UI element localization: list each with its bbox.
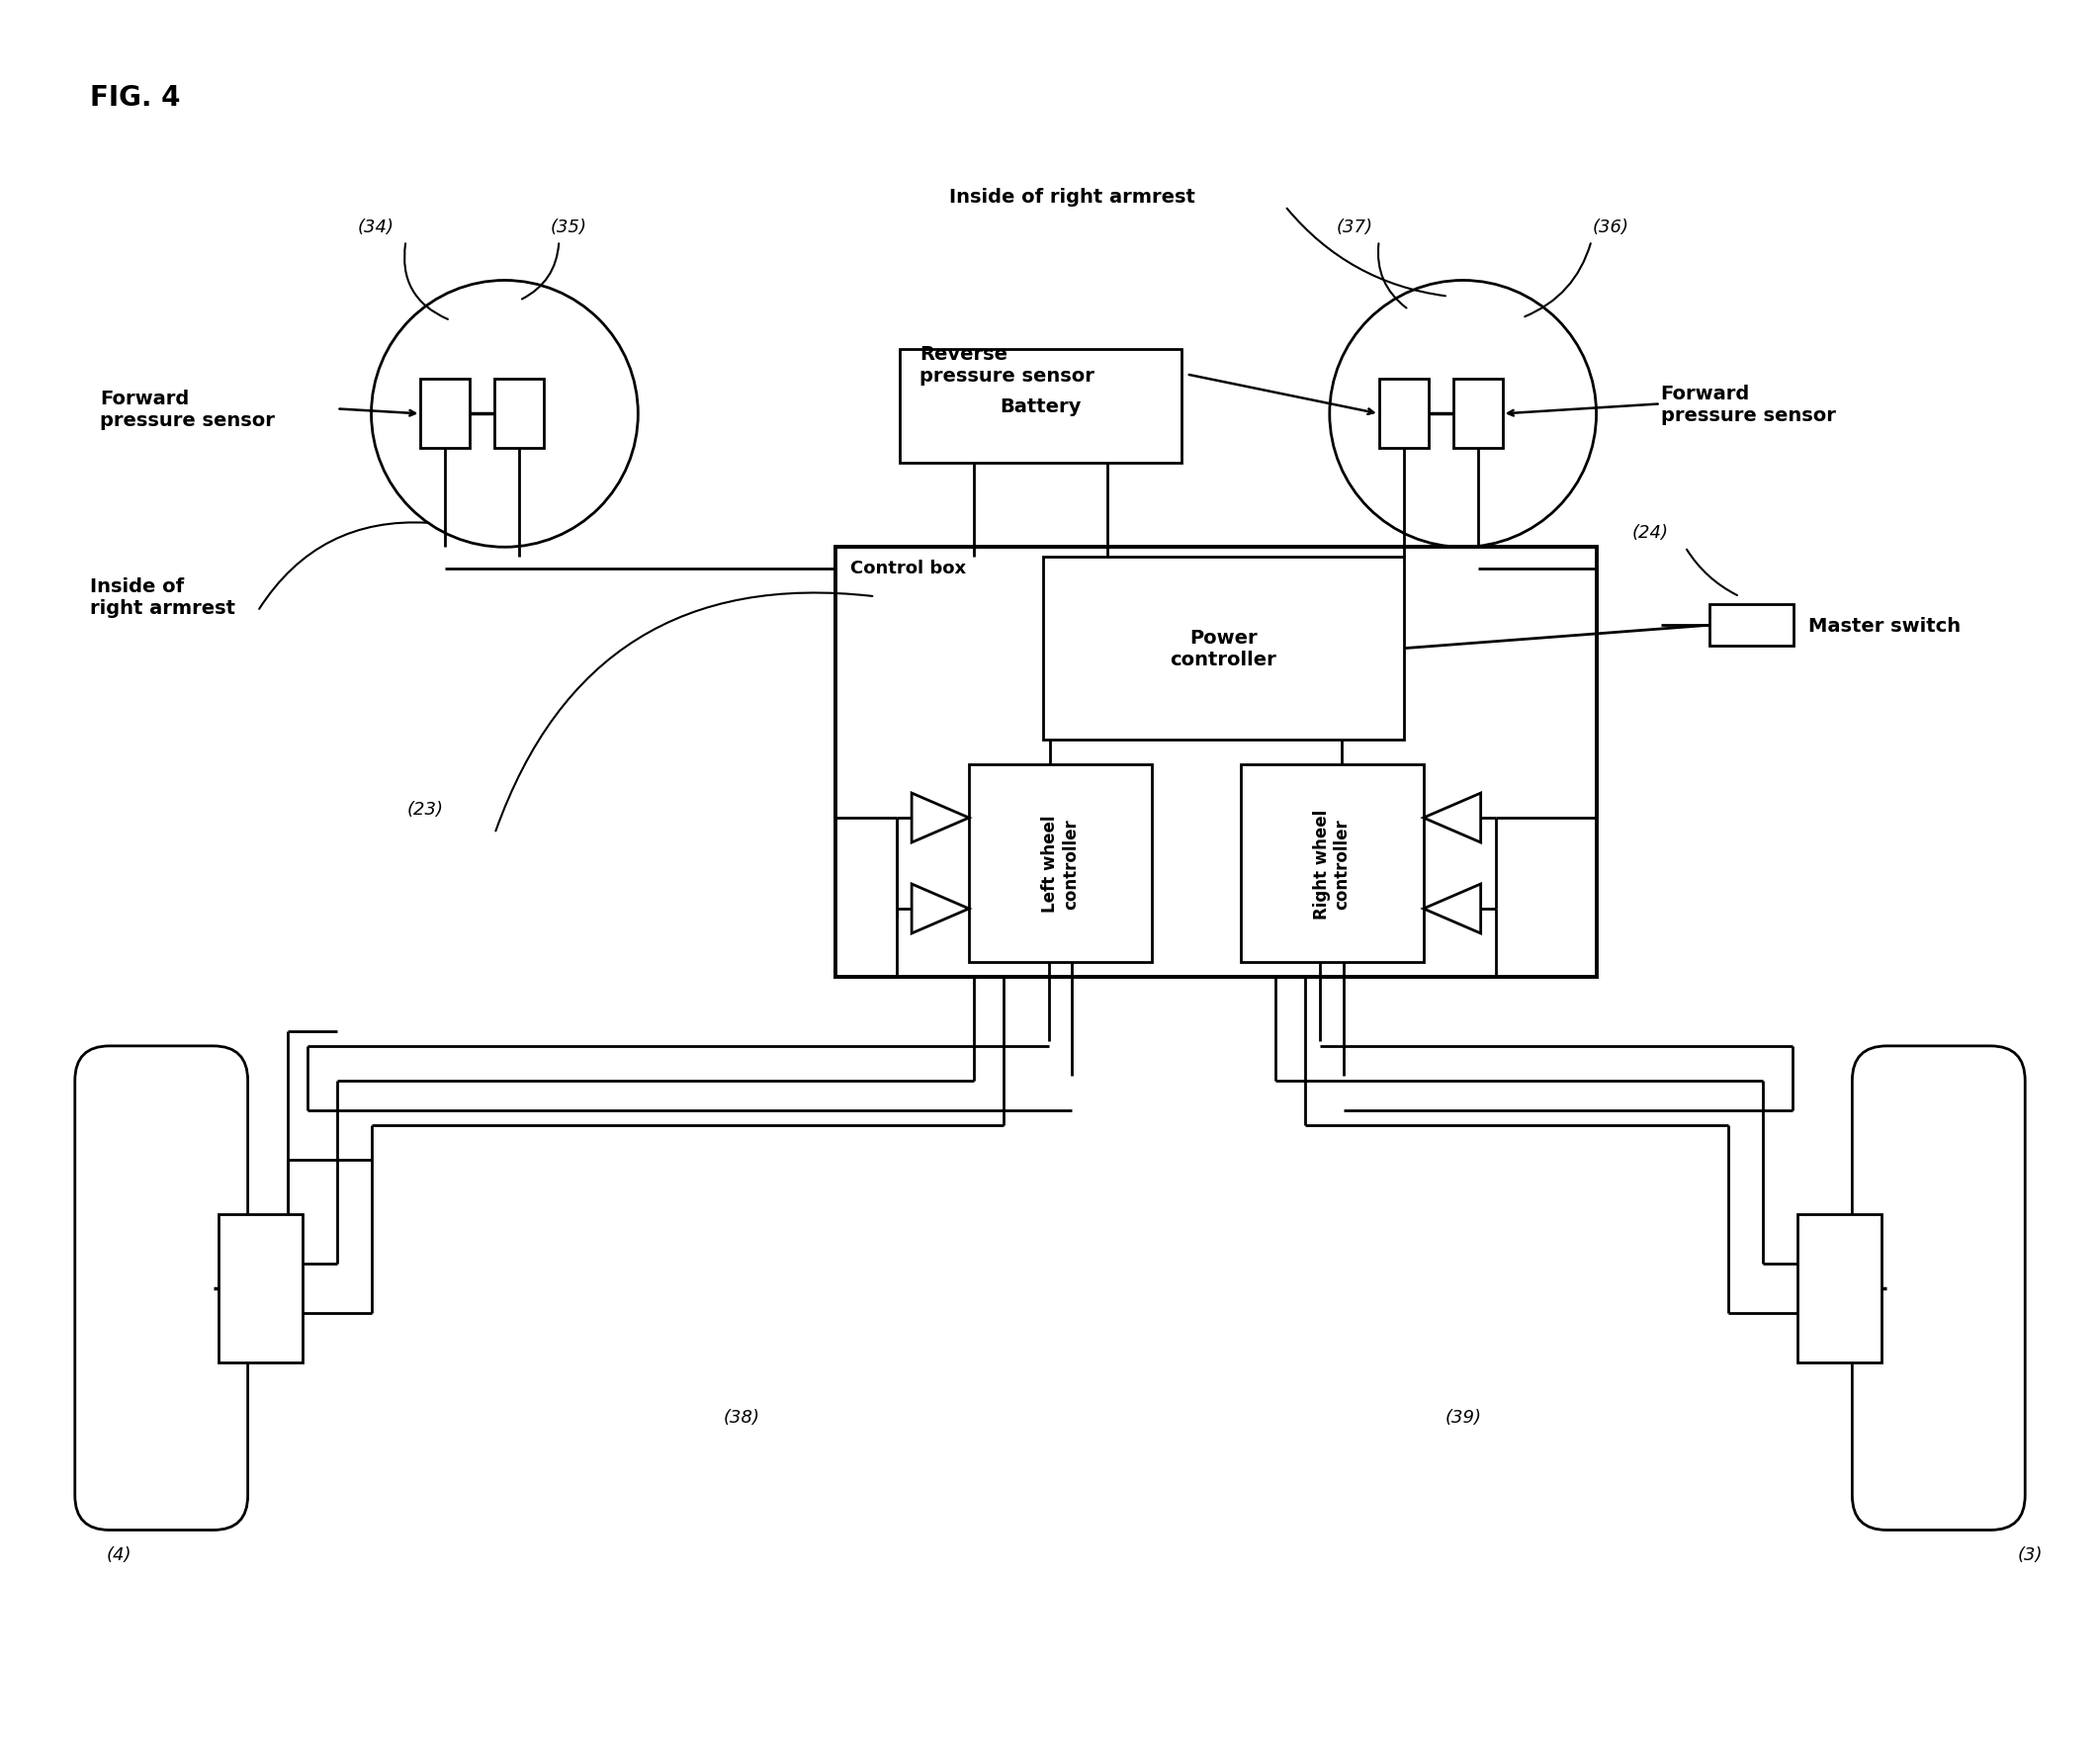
Text: Reverse
pressure sensor: Reverse pressure sensor xyxy=(920,345,1094,386)
FancyArrowPatch shape xyxy=(405,244,447,321)
Text: (36): (36) xyxy=(1594,217,1630,235)
Text: Control box: Control box xyxy=(850,559,966,577)
Text: (35): (35) xyxy=(550,217,588,235)
Text: (38): (38) xyxy=(724,1408,760,1425)
FancyBboxPatch shape xyxy=(1852,1047,2024,1530)
Text: (39): (39) xyxy=(1445,1408,1480,1425)
Text: Master switch: Master switch xyxy=(1808,617,1961,635)
Bar xyxy=(899,351,1182,465)
Bar xyxy=(836,547,1596,976)
Bar xyxy=(218,1215,302,1362)
Bar xyxy=(1453,380,1502,449)
FancyArrowPatch shape xyxy=(258,522,428,610)
FancyArrowPatch shape xyxy=(1378,244,1407,309)
Bar xyxy=(496,380,544,449)
Text: Forward
pressure sensor: Forward pressure sensor xyxy=(1661,384,1835,424)
Text: (3): (3) xyxy=(2018,1546,2043,1564)
Bar xyxy=(420,380,470,449)
Text: Power
controller: Power controller xyxy=(1170,629,1277,670)
Bar xyxy=(1044,557,1403,740)
Text: Battery: Battery xyxy=(1000,398,1082,417)
Bar xyxy=(968,764,1151,962)
Text: (4): (4) xyxy=(107,1546,132,1564)
Text: (23): (23) xyxy=(407,801,443,819)
Bar xyxy=(1709,605,1793,647)
Text: Forward
pressure sensor: Forward pressure sensor xyxy=(99,389,275,429)
FancyArrowPatch shape xyxy=(1525,244,1590,317)
FancyArrowPatch shape xyxy=(496,593,871,831)
Text: Left wheel
controller: Left wheel controller xyxy=(1042,815,1079,912)
Bar xyxy=(1798,1215,1882,1362)
Text: Inside of right armrest: Inside of right armrest xyxy=(949,188,1195,207)
Text: (24): (24) xyxy=(1632,524,1670,542)
Text: Right wheel
controller: Right wheel controller xyxy=(1312,808,1350,919)
Text: (37): (37) xyxy=(1336,217,1373,235)
FancyBboxPatch shape xyxy=(76,1047,248,1530)
Text: Inside of
right armrest: Inside of right armrest xyxy=(90,577,235,617)
FancyArrowPatch shape xyxy=(1287,209,1445,296)
Bar xyxy=(1241,764,1424,962)
Text: FIG. 4: FIG. 4 xyxy=(90,84,181,110)
FancyArrowPatch shape xyxy=(523,244,559,300)
FancyArrowPatch shape xyxy=(1686,550,1737,596)
Text: (34): (34) xyxy=(357,217,395,235)
Bar xyxy=(1380,380,1428,449)
